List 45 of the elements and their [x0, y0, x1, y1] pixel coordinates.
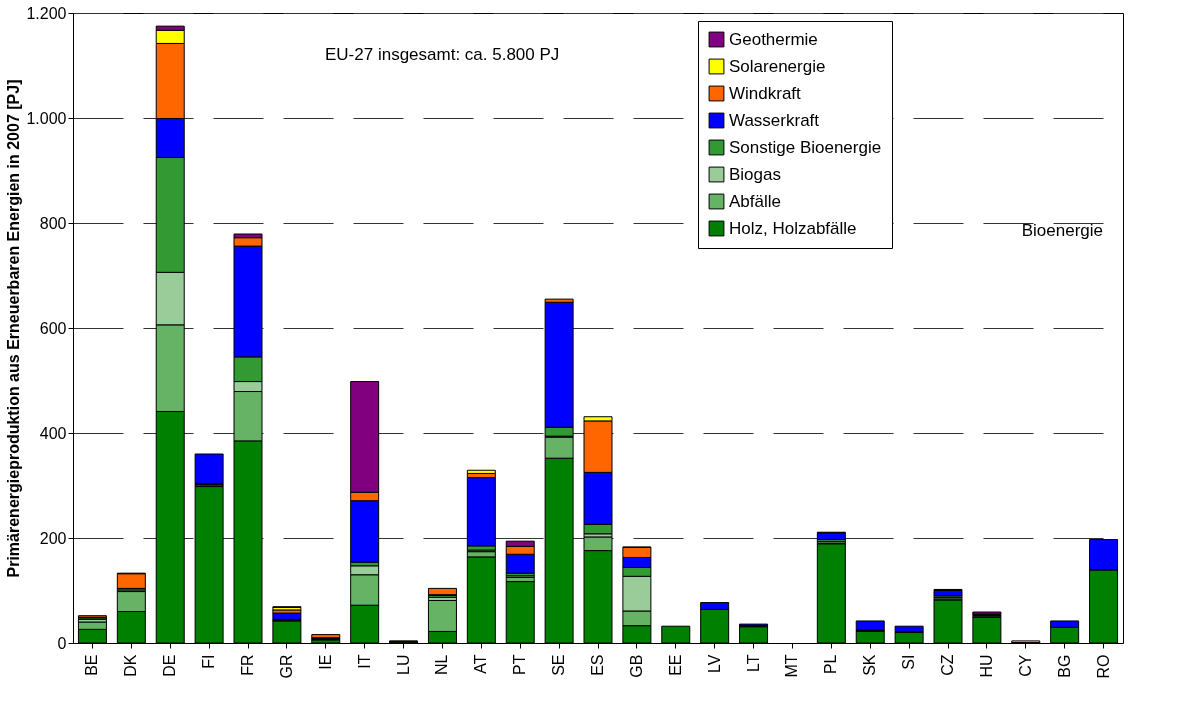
x-tick-label: HU — [977, 654, 995, 678]
x-tick-label: PL — [822, 654, 840, 675]
x-tick-label: SI — [900, 654, 918, 670]
y-tick-label: 1.200 — [26, 4, 67, 22]
x-tick-label: ES — [589, 654, 606, 676]
x-tick-label: MT — [783, 654, 801, 678]
y-tick-label: 200 — [39, 529, 67, 547]
x-tick-label: GR — [277, 654, 295, 679]
x-tick-label: IE — [316, 654, 334, 670]
y-axis-title: Primärenergieproduktion aus Erneuerbaren Energien in 2007 [PJ] — [5, 79, 23, 578]
annotation: EU-27 insgesamt: ca. 5.800 PJ — [325, 45, 560, 64]
legend-label: Solarenergie — [729, 56, 826, 76]
y-tick-label: 400 — [39, 424, 67, 442]
y-tick-label: 1.000 — [26, 109, 67, 127]
annotation: Bioenergie — [1021, 221, 1103, 240]
legend-label: Biogas — [729, 164, 781, 184]
x-tick-label: NL — [433, 654, 451, 675]
x-tick-label: PT — [511, 654, 529, 675]
x-tick-label: LU — [394, 654, 412, 675]
x-tick-label: FI — [200, 654, 218, 669]
x-tick-label: FR — [239, 654, 256, 676]
x-tick-label: DE — [161, 654, 179, 677]
y-tick-label: 800 — [39, 214, 67, 232]
legend-label: Sonstige Bioenergie — [729, 137, 882, 157]
legend-label: Windkraft — [729, 83, 802, 103]
x-tick-label: LT — [744, 654, 762, 672]
x-tick-label: SK — [861, 654, 879, 676]
x-tick-label: DK — [122, 654, 140, 677]
x-tick-label: SE — [550, 654, 568, 676]
y-tick-label: 600 — [39, 319, 67, 337]
x-tick-label: IT — [355, 654, 373, 669]
x-tick-label: BE — [83, 654, 101, 676]
x-tick-label: AT — [472, 654, 490, 674]
x-tick-label: GB — [627, 654, 645, 678]
y-tick-label: 0 — [57, 634, 67, 652]
legend-label: Geothermie — [729, 29, 818, 49]
legend-label: Holz, Holzabfälle — [729, 218, 857, 238]
x-tick-label: BG — [1055, 654, 1073, 678]
x-tick-label: LV — [705, 654, 723, 673]
legend-label: Abfälle — [729, 191, 781, 211]
x-tick-label: CY — [1016, 654, 1034, 677]
x-tick-label: EE — [666, 654, 684, 676]
x-tick-label: CZ — [939, 654, 956, 676]
x-tick-label: RO — [1094, 654, 1112, 679]
legend-label: Wasserkraft — [729, 110, 820, 130]
